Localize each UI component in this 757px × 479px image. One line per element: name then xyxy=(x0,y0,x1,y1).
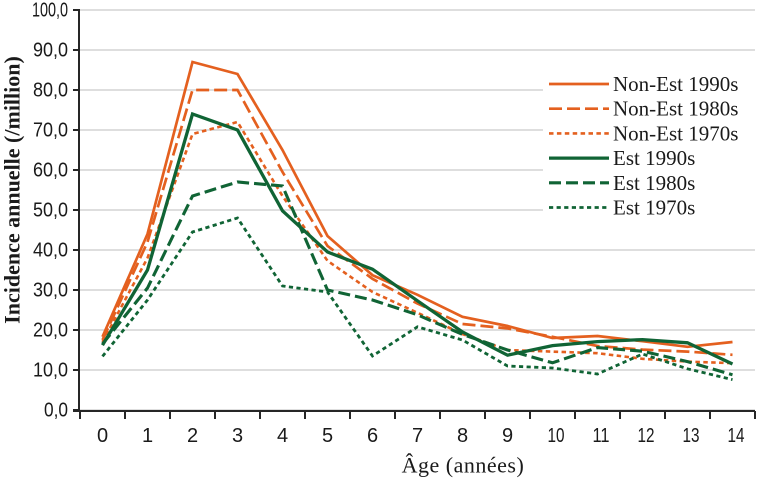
svg-text:14: 14 xyxy=(728,425,745,447)
svg-text:20,0: 20,0 xyxy=(33,320,68,342)
svg-text:Est 1980s: Est 1980s xyxy=(613,171,695,195)
svg-text:10,0: 10,0 xyxy=(33,360,68,382)
svg-text:Non-Est 1980s: Non-Est 1980s xyxy=(613,97,738,121)
svg-text:10: 10 xyxy=(548,425,565,447)
svg-text:70,0: 70,0 xyxy=(33,120,68,142)
svg-text:13: 13 xyxy=(683,425,700,447)
svg-text:3: 3 xyxy=(232,425,243,447)
svg-text:40,0: 40,0 xyxy=(33,240,68,262)
svg-text:80,0: 80,0 xyxy=(33,80,68,102)
svg-text:5: 5 xyxy=(322,425,333,447)
svg-text:6: 6 xyxy=(367,425,378,447)
svg-text:9: 9 xyxy=(502,425,513,447)
svg-text:Non-Est 1970s: Non-Est 1970s xyxy=(613,121,738,145)
svg-text:11: 11 xyxy=(593,425,610,447)
svg-text:Incidence annuelle (/million): Incidence annuelle (/million) xyxy=(0,56,25,324)
svg-text:Non-Est 1990s: Non-Est 1990s xyxy=(613,72,738,96)
svg-text:100,0: 100,0 xyxy=(32,0,68,22)
svg-text:0,0: 0,0 xyxy=(44,400,68,422)
svg-text:90,0: 90,0 xyxy=(33,40,68,62)
svg-text:2: 2 xyxy=(187,425,198,447)
svg-text:1: 1 xyxy=(142,425,153,447)
svg-text:50,0: 50,0 xyxy=(33,200,68,222)
svg-text:30,0: 30,0 xyxy=(33,280,68,302)
svg-text:4: 4 xyxy=(277,425,288,447)
svg-text:Est 1990s: Est 1990s xyxy=(613,146,695,170)
svg-text:Âge (années): Âge (années) xyxy=(402,453,525,478)
svg-text:7: 7 xyxy=(412,425,423,447)
svg-text:12: 12 xyxy=(638,425,655,447)
svg-text:Est 1970s: Est 1970s xyxy=(613,196,695,220)
svg-text:0: 0 xyxy=(97,425,108,447)
svg-text:8: 8 xyxy=(457,425,468,447)
svg-text:60,0: 60,0 xyxy=(33,160,68,182)
